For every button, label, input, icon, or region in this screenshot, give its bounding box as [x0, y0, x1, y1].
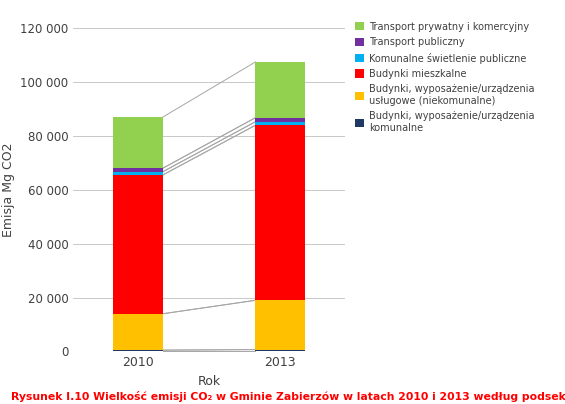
Bar: [255, 122, 306, 125]
Bar: [112, 175, 163, 314]
Bar: [112, 172, 163, 175]
Bar: [255, 62, 306, 118]
Bar: [112, 117, 163, 168]
Bar: [255, 300, 306, 349]
Bar: [255, 349, 306, 351]
Bar: [255, 118, 306, 122]
Bar: [112, 168, 163, 172]
Text: Rysunek I.10 Wielkość emisji CO₂ w Gminie Zabierzów w latach 2010 i 2013 według : Rysunek I.10 Wielkość emisji CO₂ w Gmini…: [11, 391, 565, 402]
Bar: [112, 350, 163, 351]
Bar: [255, 125, 306, 300]
X-axis label: Rok: Rok: [198, 375, 220, 388]
Bar: [112, 314, 163, 350]
Legend: Transport prywatny i komercyjny, Transport publiczny, Komunalne świetlenie publi: Transport prywatny i komercyjny, Transpo…: [355, 22, 534, 133]
Y-axis label: Emisja Mg CO2: Emisja Mg CO2: [2, 143, 15, 237]
